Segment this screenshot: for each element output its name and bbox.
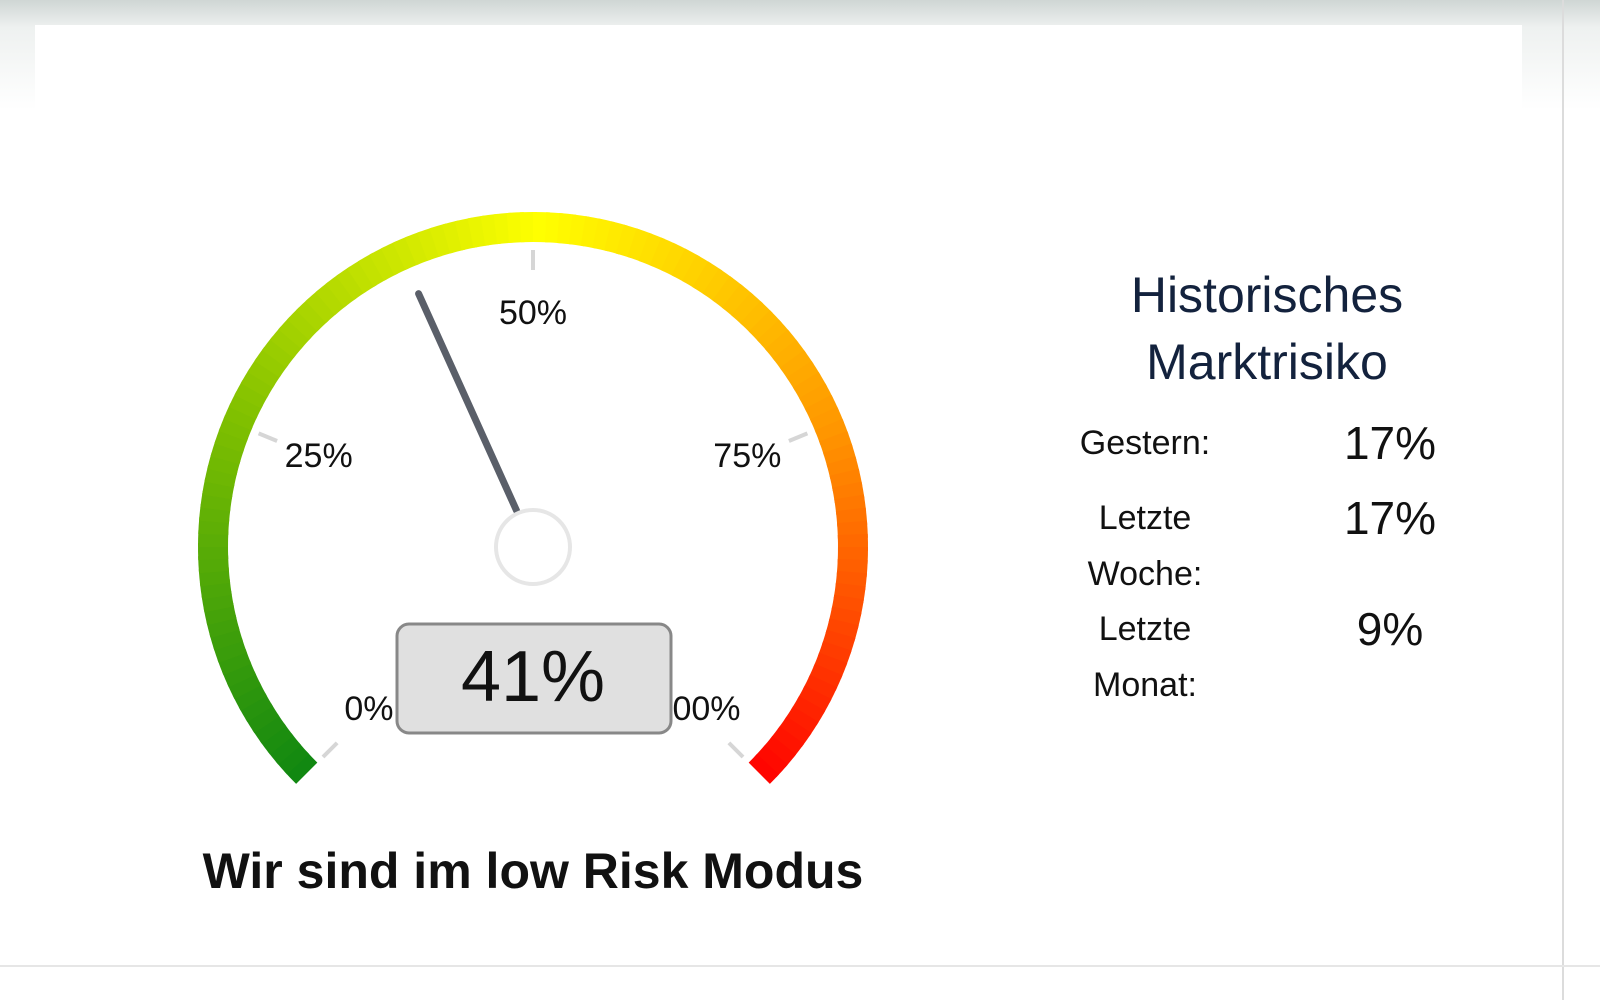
row-value: 17% <box>1343 417 1437 469</box>
value-label: 41% <box>461 637 605 717</box>
tick-label: 0% <box>344 690 393 728</box>
card <box>35 25 1522 965</box>
scrollbar-edge <box>1562 0 1564 1000</box>
row-label: Letzte Monat: <box>1093 610 1197 704</box>
gauge-arc <box>748 753 779 784</box>
card-edge <box>0 965 1600 967</box>
needle-hub <box>494 508 572 586</box>
row-value: 9% <box>1356 603 1424 655</box>
tick-mark <box>727 741 745 759</box>
caption: Wir sind im low Risk Modus <box>203 843 864 899</box>
value-box <box>395 622 673 735</box>
tick-mark <box>788 431 809 443</box>
tick-mark <box>321 741 339 759</box>
tick-mark <box>257 431 278 443</box>
tick-label: 75% <box>713 437 781 475</box>
tick-label: 25% <box>285 437 353 475</box>
history-title: Historisches Marktrisiko <box>1130 267 1404 390</box>
tick-label: 50% <box>499 294 567 332</box>
needle <box>415 290 521 515</box>
gauge: 0%25%50%75%100%41%Wir sind im low Risk M… <box>198 212 868 899</box>
row-value: 17% <box>1343 492 1437 544</box>
row-label: Letzte Woche: <box>1087 499 1203 593</box>
row-label: Gestern: <box>1079 424 1211 462</box>
